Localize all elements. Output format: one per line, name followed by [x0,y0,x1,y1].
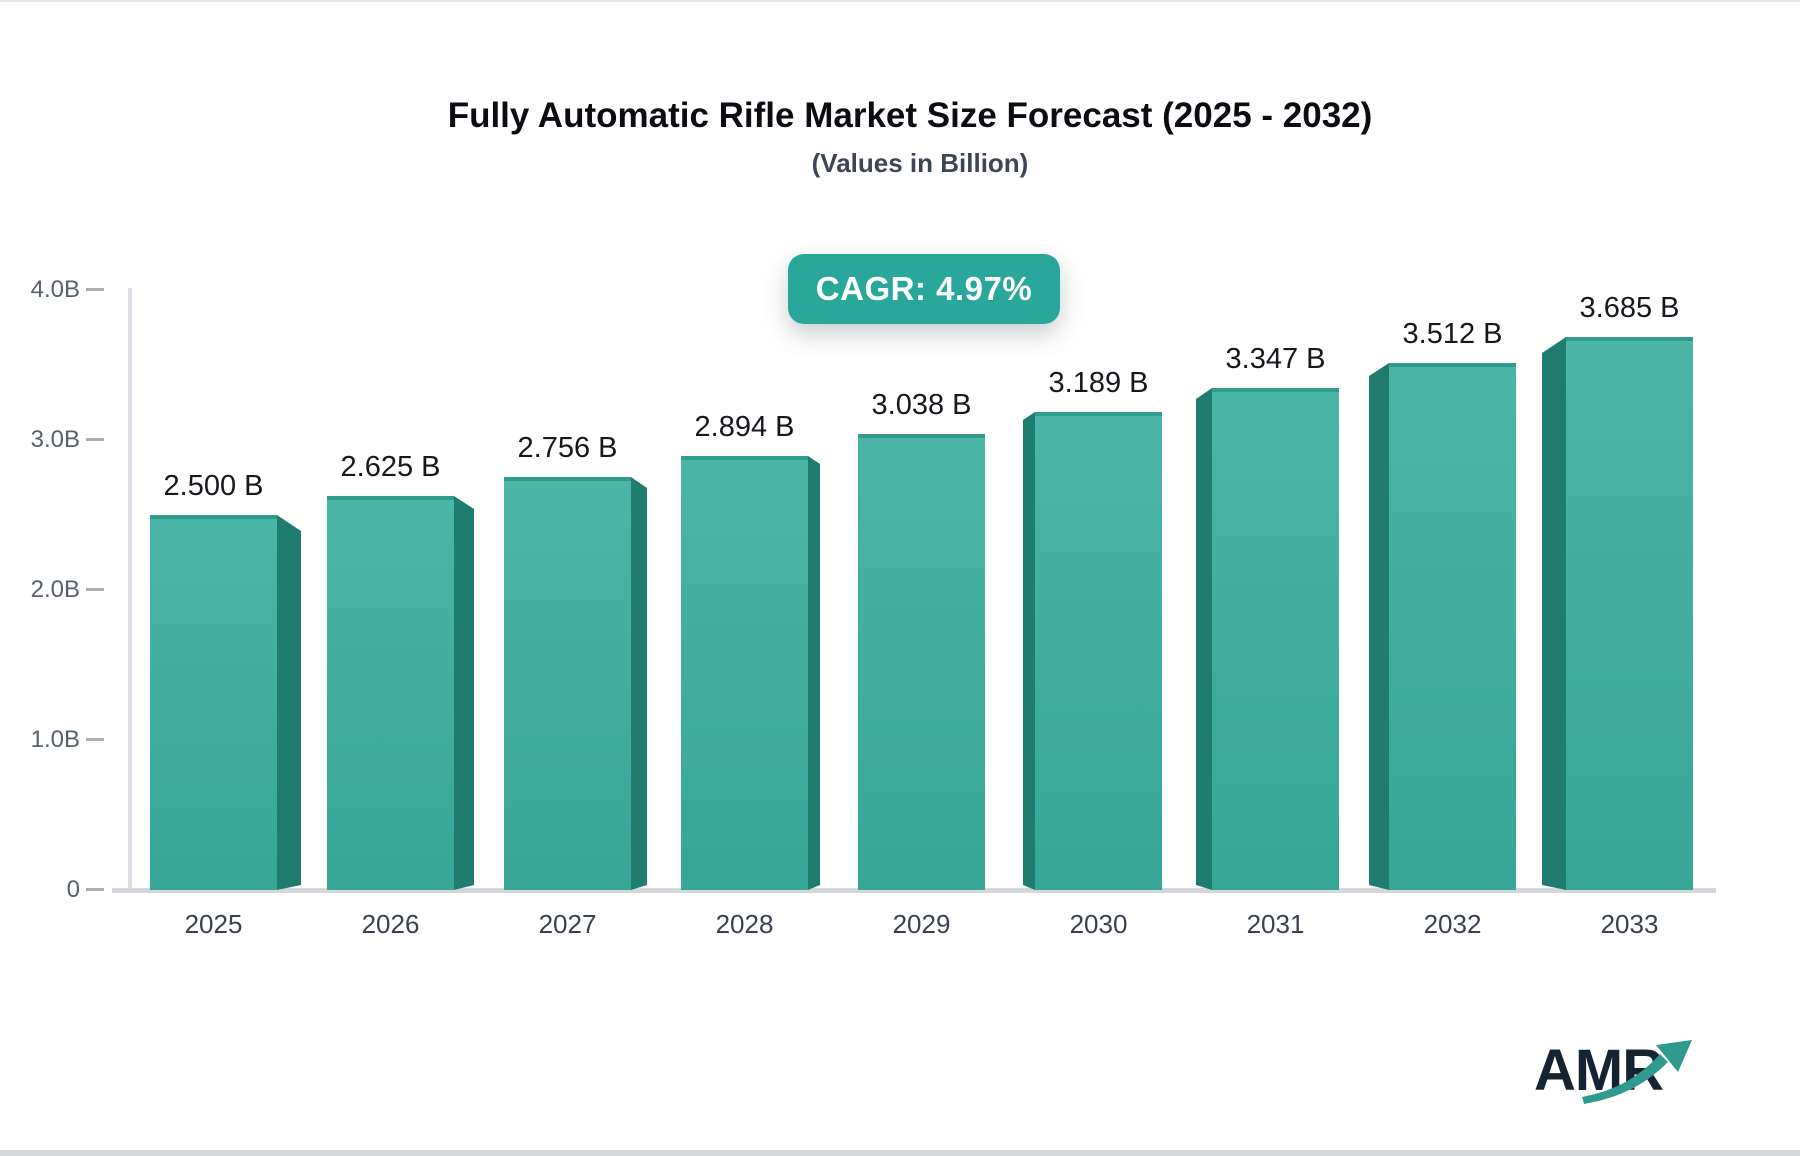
bar-2033 [1566,337,1693,890]
bar-2025 [150,515,277,890]
x-axis-label: 2027 [538,909,597,939]
y-tick-mark [86,438,104,441]
bar-side-2028 [808,456,820,890]
x-axis-label: 2025 [184,909,243,939]
bar-value-label: 3.512 B [1402,318,1503,350]
bar-value-label: 2.500 B [163,470,264,502]
y-tick-mark [86,588,104,591]
bar-side-2025 [277,515,301,890]
bar-value-label: 3.038 B [871,389,972,421]
bar-2026 [327,496,454,890]
y-tick-mark [86,888,104,891]
bar-side-2031 [1196,388,1212,890]
y-tick-mark [86,738,104,741]
bar-side-2032 [1369,363,1389,890]
amr-logo-text: AMR [1534,1038,1663,1103]
cagr-badge: CAGR: 4.97% [788,254,1060,324]
bar-value-label: 2.756 B [517,432,618,464]
bar-side-2033 [1542,337,1566,890]
y-tick-label: 0 [66,876,80,903]
amr-logo: AMR [1534,1038,1692,1104]
y-tick-label: 2.0B [30,576,80,603]
bar-value-label: 3.189 B [1048,367,1149,399]
bar-value-label: 3.347 B [1225,343,1326,375]
y-tick-mark [86,288,104,291]
y-tick-label: 3.0B [30,426,80,453]
bar-2032 [1389,363,1516,890]
chart-title: Fully Automatic Rifle Market Size Foreca… [447,96,1373,135]
x-axis-label: 2032 [1423,909,1482,939]
cagr-badge-label: CAGR: 4.97% [815,270,1033,307]
bar-side-2027 [631,477,647,890]
bar-2030 [1035,412,1162,890]
amr-logo-arrowhead-icon [1656,1040,1692,1072]
top-border [0,0,1800,2]
x-axis-label: 2030 [1069,909,1128,939]
bar-value-label: 3.685 B [1579,292,1680,324]
bar-side-2030 [1023,412,1035,890]
chart-subtitle: (Values in Billion) [811,148,1029,178]
amr-logo-swoosh-arrow-icon [1582,1054,1668,1104]
x-axis-label: 2031 [1246,909,1305,939]
y-tick-label: 4.0B [30,276,80,303]
bar-value-label: 2.894 B [694,411,795,443]
y-tick-label: 1.0B [30,726,80,753]
x-axis-label: 2026 [361,909,420,939]
bar-2027 [504,477,631,890]
bar-2029 [858,434,985,890]
bar-value-label: 2.625 B [340,451,441,483]
x-axis-line [112,888,1716,893]
x-axis-label: 2029 [892,909,951,939]
bottom-border [0,1150,1800,1156]
bar-2031 [1212,388,1339,890]
bar-2028 [681,456,808,890]
bar-side-2026 [454,496,474,890]
x-axis-label: 2033 [1600,909,1659,939]
y-axis-line [128,288,132,890]
x-axis-label: 2028 [715,909,774,939]
